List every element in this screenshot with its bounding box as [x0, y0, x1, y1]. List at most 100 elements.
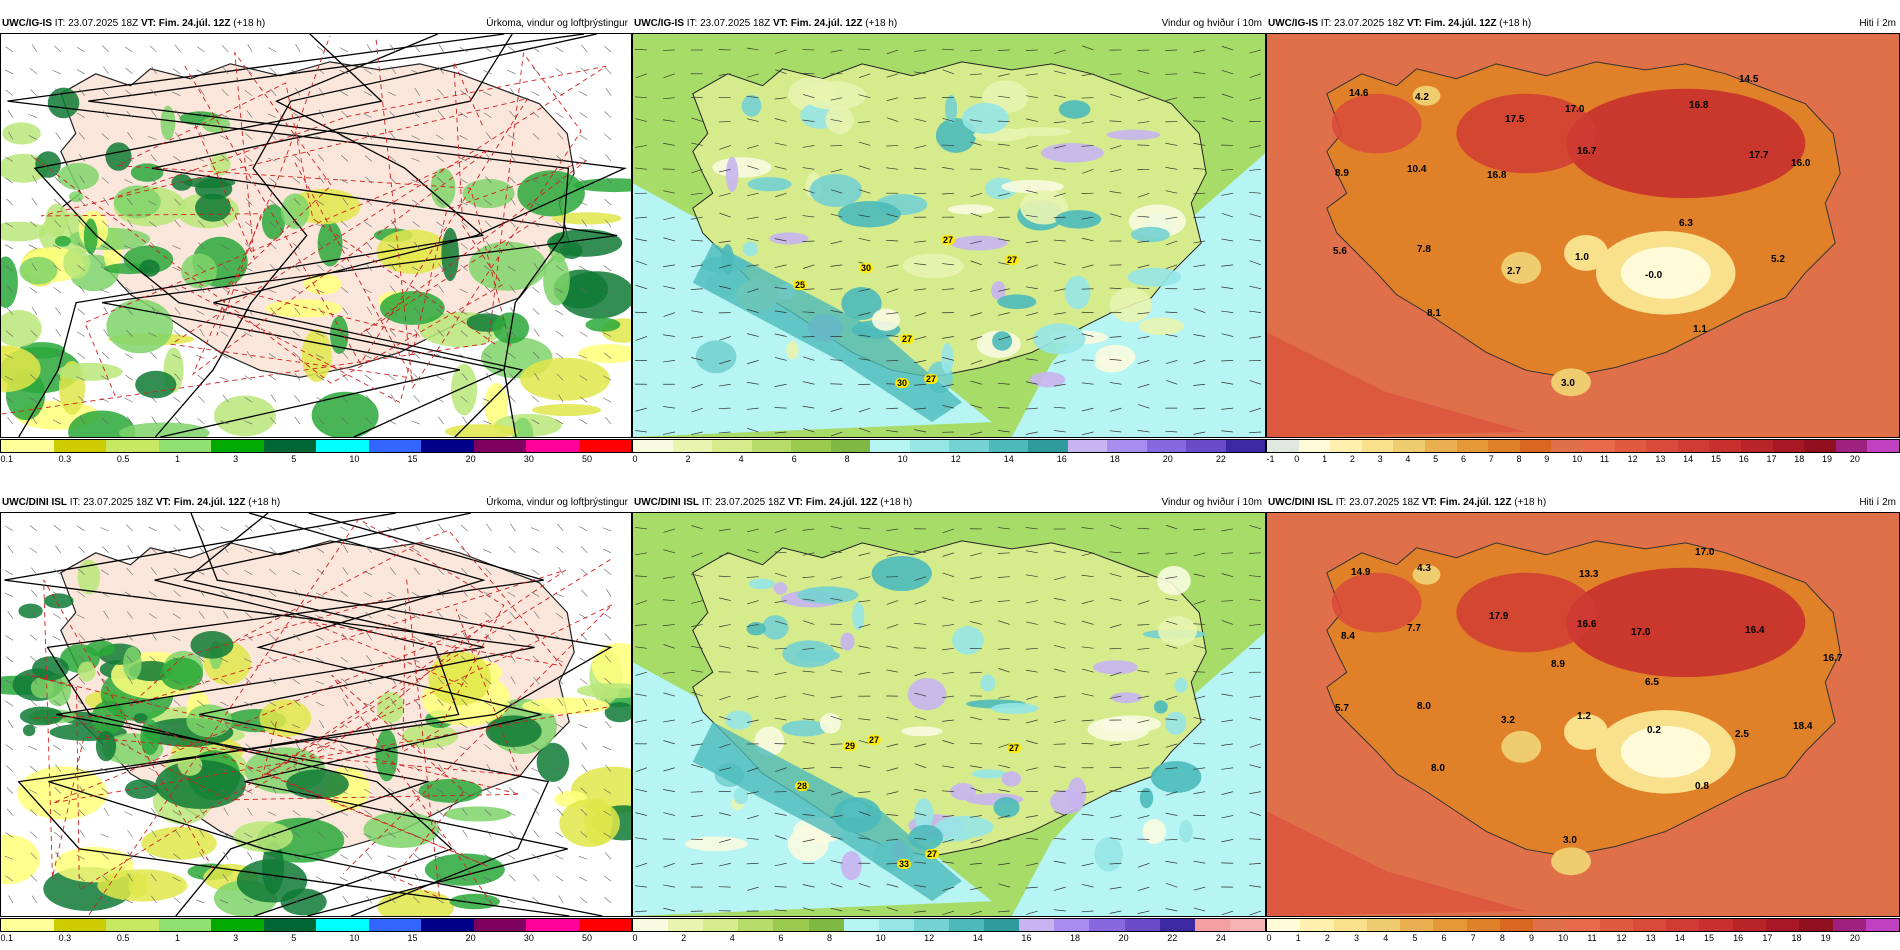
wind-barb: [579, 178, 588, 184]
wind-arrow: [858, 576, 871, 580]
it-value: 23.07.2025 18Z: [68, 18, 139, 29]
temp-label: 7.7: [1407, 623, 1421, 634]
wind-arrow: [690, 288, 703, 290]
wind-barb: [149, 656, 157, 663]
colorbar-tick-label: 8: [826, 933, 832, 943]
wind-arrow: [802, 741, 815, 745]
wind-barb: [437, 699, 444, 707]
wind-barb: [173, 568, 181, 575]
wind-barb: [199, 197, 205, 206]
wind-barb: [220, 353, 229, 359]
wind-arrow: [1137, 287, 1150, 290]
wind-barb: [555, 352, 564, 359]
wind-area: [1055, 210, 1102, 229]
wind-barb: [148, 789, 157, 794]
wind-barb: [460, 243, 468, 250]
wind-barb: [555, 635, 564, 641]
precip-area: [130, 163, 164, 182]
wind-arrow: [1025, 358, 1038, 361]
wind-arrow: [914, 429, 927, 433]
precip-area: [54, 235, 71, 247]
temperature-isoline: [34, 61, 503, 384]
wind-arrow: [914, 812, 927, 816]
wind-barb: [533, 241, 540, 250]
wind-arrow: [1109, 213, 1122, 218]
colorbar-tick-label: 20: [1849, 454, 1860, 464]
wind-barb: [316, 876, 325, 882]
precip-area: [171, 174, 193, 191]
temp-label: 18.4: [1793, 721, 1813, 732]
wind-arrow: [858, 165, 871, 170]
wind-arrow: [1081, 620, 1094, 625]
wind-arrow: [802, 528, 815, 531]
wind-arrow: [774, 166, 787, 170]
wind-arrow: [1137, 743, 1150, 747]
wind-barb: [342, 698, 349, 707]
wind-barb: [6, 786, 14, 794]
wind-arrow: [969, 671, 982, 674]
precip-area: [233, 821, 293, 853]
wind-arrow: [746, 309, 759, 313]
precip-colorbar-ticks: 0.1 0.3 0.5 1 3 5 10 15 20 30 50: [0, 933, 632, 945]
wind-barb: [558, 895, 564, 904]
wind-arrow: [914, 647, 927, 649]
wind-arrow: [886, 334, 899, 337]
wind-barb: [366, 851, 373, 860]
colorbar-tick-label: 4: [738, 454, 744, 464]
wind-map: 28 29 27 27 33 27: [632, 512, 1266, 917]
wind-barb: [531, 569, 540, 575]
colorbar-tick-label: 22: [1215, 454, 1226, 464]
wind-barb: [363, 68, 372, 75]
wind-barb: [270, 394, 277, 403]
wind-arrow: [886, 624, 899, 629]
wind-barb: [100, 266, 109, 272]
wind-barb: [31, 611, 38, 619]
colorbar-tick-label: 3: [233, 933, 239, 943]
panel-title: Úrkoma, vindur og loftþrýstingur: [486, 18, 628, 29]
wind-arrow: [830, 576, 843, 580]
temp-label: 5.2: [1771, 254, 1785, 265]
wind-arrow: [1137, 70, 1150, 75]
wind-barb: [460, 524, 468, 532]
wind-barb: [483, 549, 492, 554]
wind-barb: [5, 832, 14, 838]
wind-arrow: [998, 73, 1010, 77]
wind-barb: [342, 197, 349, 206]
wind-arrow: [858, 189, 871, 194]
wind-barb: [148, 853, 157, 860]
wind-barb: [531, 853, 540, 860]
wind-barb: [483, 700, 492, 707]
wind-arrow: [747, 73, 759, 78]
wind-barb: [530, 527, 540, 532]
wind-barb: [390, 66, 396, 74]
wind-barb: [127, 829, 133, 838]
wind-barb: [77, 700, 85, 707]
wind-arrow: [942, 719, 955, 722]
wind-barb: [558, 566, 564, 575]
wind-barb: [103, 153, 109, 162]
precip-area: [106, 299, 174, 354]
wind-arrow: [1193, 240, 1206, 244]
wind-barb: [172, 635, 181, 641]
wind-barb: [483, 353, 492, 359]
colorbar-tick-label: 19: [1820, 933, 1831, 943]
wind-barb: [124, 723, 133, 729]
wind-arrow: [942, 117, 955, 122]
wind-arrow: [1026, 190, 1038, 194]
colorbar-tick-label: 15: [407, 933, 418, 943]
wind-barb: [387, 614, 396, 619]
isobar-line: [4, 513, 550, 916]
wind-arrow: [914, 692, 927, 697]
colorbar-segment: [988, 440, 1028, 452]
isobar-line: [56, 513, 485, 916]
wind-barb: [510, 197, 516, 206]
wind-barb: [222, 219, 229, 228]
wind-barb: [294, 873, 301, 882]
wind-barb: [605, 416, 612, 425]
wind-barb: [293, 831, 301, 838]
wind-arrow: [635, 671, 648, 676]
wind-arrow: [1053, 336, 1066, 340]
wind-barb: [459, 112, 468, 118]
gust-label: 33: [897, 859, 912, 869]
wind-arrow: [1165, 264, 1178, 269]
